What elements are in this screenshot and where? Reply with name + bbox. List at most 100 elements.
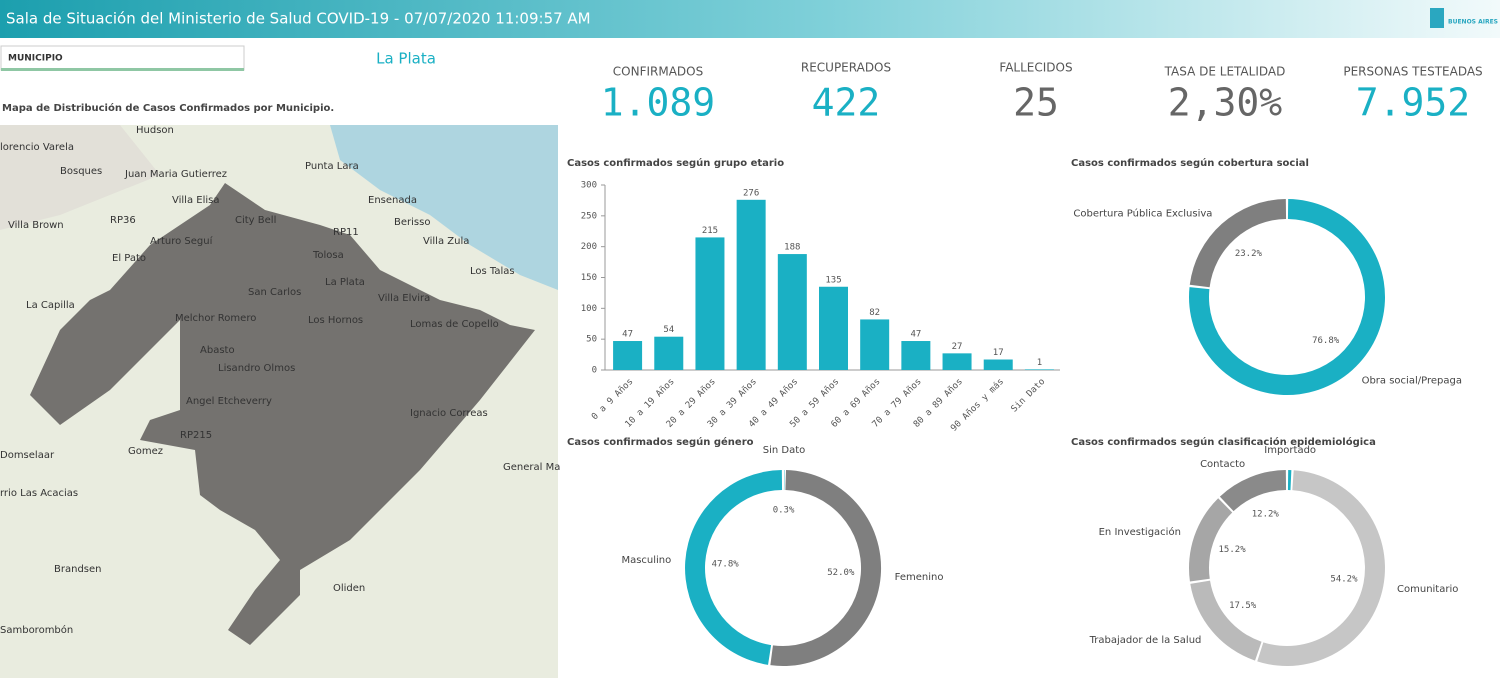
donut-segment: [783, 470, 785, 491]
map-place-label: La Capilla: [26, 300, 75, 311]
segment-label: Obra social/Prepaga: [1362, 376, 1462, 387]
map-place-label: General Ma: [503, 462, 560, 473]
kpi-label: CONFIRMADOS: [613, 65, 703, 79]
y-tick-label: 100: [581, 304, 597, 314]
percent-label: 17.5%: [1229, 601, 1257, 611]
map-place-label: Tolosa: [312, 250, 344, 261]
kpi-value: 25: [1013, 81, 1059, 125]
bar: [819, 286, 848, 370]
value-label: 47: [622, 330, 633, 340]
header-bar: [0, 0, 1500, 38]
map-place-label: City Bell: [235, 215, 276, 226]
filter-bar: [1, 68, 244, 71]
map-place-label: Arturo Seguí: [150, 235, 214, 247]
map-place-label: Samborombón: [0, 624, 73, 636]
percent-label: 12.2%: [1252, 510, 1280, 520]
chart-title: Casos confirmados según clasificación ep…: [1071, 436, 1376, 448]
value-label: 1: [1037, 358, 1042, 368]
logo-text: BUENOS AIRES: [1448, 19, 1498, 26]
map[interactable]: Hudson lorencio Varela Bosques Juan Maria G…: [0, 125, 560, 678]
map-place-label: RP36: [110, 215, 136, 226]
map-place-label: Punta Lara: [305, 161, 359, 172]
percent-label: 47.8%: [712, 559, 740, 569]
filter-value: La Plata: [376, 50, 436, 68]
kpi-label: PERSONAS TESTEADAS: [1343, 65, 1482, 79]
kpi-value: 1.089: [601, 81, 715, 125]
map-place-label: Abasto: [200, 345, 235, 356]
segment-label: Femenino: [895, 572, 944, 583]
value-label: 17: [993, 348, 1004, 358]
y-tick-label: 150: [581, 273, 597, 283]
map-title: Mapa de Distribución de Casos Confirmado…: [2, 102, 334, 114]
percent-label: 23.2%: [1235, 249, 1263, 259]
bar: [613, 341, 643, 370]
bar: [777, 254, 807, 370]
percent-label: 54.2%: [1330, 574, 1358, 584]
segment-label: Masculino: [621, 555, 671, 566]
value-label: 135: [825, 275, 841, 285]
map-place-label: San Carlos: [248, 287, 301, 298]
segment-label: Importado: [1264, 445, 1316, 456]
municipality-area[interactable]: [30, 183, 535, 645]
map-place-label: Gomez: [128, 446, 163, 457]
kpi-label: FALLECIDOS: [999, 61, 1072, 75]
chart-title: Casos confirmados según cobertura social: [1071, 157, 1309, 169]
map-place-label: El Pato: [112, 253, 146, 264]
filter-box[interactable]: [0, 45, 245, 71]
kpi-value: 7.952: [1356, 81, 1470, 125]
donut-segment: [1190, 580, 1262, 661]
map-place-label: La Plata: [325, 277, 365, 288]
segment-label: Trabajador de la Salud: [1089, 635, 1202, 646]
map-place-label: lorencio Varela: [0, 142, 74, 153]
map-place-label: RP11: [333, 227, 359, 238]
map-place-label: Domselaar: [0, 450, 55, 461]
map-place-label: Melchor Romero: [175, 313, 256, 324]
value-label: 276: [743, 188, 759, 198]
map-urban: [0, 125, 160, 230]
donut-segment: [1188, 498, 1233, 582]
header-title: Sala de Situación del Ministerio de Salu…: [6, 10, 591, 28]
donut-segment: [1257, 470, 1385, 666]
map-place-label: Juan Maria Gutierrez: [124, 169, 227, 180]
percent-label: 15.2%: [1219, 545, 1247, 555]
map-water: [330, 125, 558, 290]
map-place-label: Lomas de Copello: [410, 319, 499, 330]
filter-label: MUNICIPIO: [8, 54, 63, 64]
kpi-label: TASA DE LETALIDAD: [1164, 65, 1286, 79]
percent-label: 76.8%: [1312, 336, 1340, 346]
donut-segment: [1189, 199, 1287, 288]
map-place-label: Ignacio Correas: [410, 408, 488, 419]
map-place-label: Bosques: [60, 166, 102, 177]
donut-segment: [1287, 470, 1292, 491]
segment-label: Contacto: [1200, 459, 1245, 470]
bar: [695, 237, 725, 370]
bar: [654, 336, 684, 370]
map-place-label: Villa Elisa: [172, 195, 219, 206]
kpi-value: 2,30%: [1168, 81, 1283, 125]
value-label: 82: [869, 308, 880, 318]
kpi-value: 422: [812, 81, 881, 125]
map-place-label: Angel Etcheverry: [186, 396, 272, 407]
value-label: 54: [663, 325, 674, 335]
chart-title: Casos confirmados según grupo etario: [567, 157, 784, 169]
chart-title: Casos confirmados según género: [567, 436, 754, 448]
y-tick-label: 200: [581, 242, 597, 252]
y-tick-label: 0: [592, 366, 597, 376]
map-place-label: Villa Brown: [8, 220, 64, 231]
segment-label: Sin Dato: [763, 445, 806, 456]
x-tick-label: Sin Dato: [1010, 377, 1048, 415]
kpi-label: RECUPERADOS: [801, 61, 891, 75]
bar: [901, 341, 931, 370]
segment-label: Cobertura Pública Exclusiva: [1073, 207, 1212, 219]
y-tick-label: 250: [581, 211, 597, 221]
map-place-label: Villa Elvira: [378, 293, 430, 304]
map-place-label: Los Hornos: [308, 315, 363, 326]
value-label: 188: [784, 243, 800, 253]
map-place-label: Los Talas: [470, 266, 515, 277]
segment-label: Comunitario: [1397, 584, 1458, 595]
map-place-label: Oliden: [333, 583, 365, 594]
percent-label: 0.3%: [773, 506, 795, 516]
y-tick-label: 300: [581, 181, 597, 191]
percent-label: 52.0%: [827, 568, 855, 578]
